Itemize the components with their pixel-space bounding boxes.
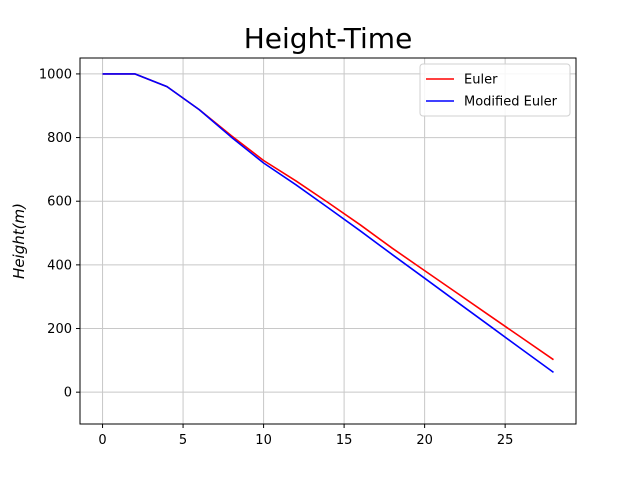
legend-box — [419, 63, 571, 117]
grid-lines — [80, 58, 576, 424]
y-tick-label: 600 — [47, 195, 72, 210]
x-tick-label: 25 — [497, 433, 514, 448]
y-tick-label: 200 — [47, 322, 72, 337]
y-axis-ticks: 0 200 400 600 800 1000 — [39, 67, 80, 401]
y-tick-label: 400 — [47, 258, 72, 273]
x-tick-label: 5 — [179, 433, 187, 448]
y-tick-label: 1000 — [39, 67, 72, 82]
x-tick-label: 20 — [416, 433, 433, 448]
x-tick-label: 0 — [98, 433, 106, 448]
x-tick-label: 15 — [336, 433, 353, 448]
chart-title: Height-Time — [244, 22, 413, 55]
series-line-euler — [102, 73, 554, 361]
legend-label: Euler — [464, 73, 498, 88]
series-line-modified-euler — [102, 73, 554, 374]
series-lines — [102, 73, 554, 374]
x-axis-ticks: 0 5 10 15 20 25 — [98, 424, 513, 448]
legend: Euler Modified Euler — [419, 63, 571, 117]
x-tick-label: 10 — [255, 433, 272, 448]
legend-label: Modified Euler — [464, 95, 558, 110]
y-axis-label: Height(m) — [10, 203, 28, 279]
y-tick-label: 0 — [64, 386, 72, 401]
plot-area-frame — [79, 57, 577, 425]
y-tick-label: 800 — [47, 131, 72, 146]
